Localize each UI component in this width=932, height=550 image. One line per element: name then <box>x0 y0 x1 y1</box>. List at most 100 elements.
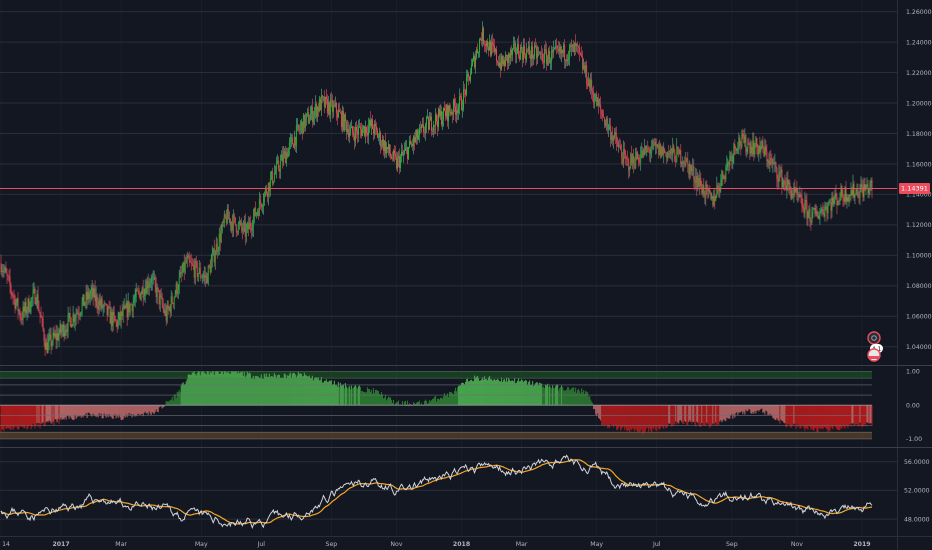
candle-body <box>12 295 14 297</box>
oscillator-bar <box>94 405 96 416</box>
candle-body <box>839 199 841 201</box>
oscillator-bar <box>77 405 79 416</box>
candle-body <box>775 162 777 168</box>
oscillator-bar <box>637 405 639 433</box>
oscillator-bar <box>91 405 93 417</box>
candle-body <box>429 120 430 130</box>
oscillator-bar <box>7 405 9 429</box>
candle-body <box>227 208 229 220</box>
oscillator-bar <box>782 405 784 422</box>
oscillator-bar <box>191 372 193 406</box>
oscillator-bar <box>851 405 853 424</box>
oscillator-bar <box>669 405 671 424</box>
oscillator-bar <box>22 405 24 428</box>
candle-body <box>809 208 811 221</box>
oscillator-pane[interactable]: 1.000.00-1.00 <box>0 369 922 444</box>
indicator-badges[interactable]: 4.1 <box>867 331 883 362</box>
oscillator-bar <box>542 387 544 406</box>
oscillator-bar <box>287 375 289 406</box>
oscillator-bar <box>362 392 364 406</box>
candle-body <box>240 221 242 228</box>
oscillator-bar <box>650 405 652 431</box>
candle-body <box>298 129 300 130</box>
oscillator-bar <box>39 405 41 429</box>
oscillator-bar <box>788 405 790 425</box>
oscillator-bar <box>281 377 283 406</box>
oscillator-bar <box>491 378 493 406</box>
candle-body <box>800 194 802 196</box>
oscillator-bar <box>826 405 828 430</box>
oscillator-bar <box>599 405 601 419</box>
oscillator-bar <box>247 373 249 406</box>
candle-body <box>375 126 377 131</box>
oscillator-bar <box>727 405 729 419</box>
candle-body <box>419 127 420 136</box>
flag-icon[interactable] <box>867 348 881 362</box>
candle-body <box>261 206 263 208</box>
gear-icon[interactable] <box>867 331 881 345</box>
candle-body <box>862 187 864 198</box>
candle-body <box>498 62 500 67</box>
candle-body <box>525 54 527 60</box>
candle-body <box>41 317 43 319</box>
candle-body <box>636 152 638 160</box>
candle-body <box>311 106 313 122</box>
candle-body <box>283 151 285 154</box>
oscillator-bar <box>417 401 420 406</box>
candle-body <box>320 95 322 111</box>
oscillator-bar <box>448 391 451 406</box>
oscillator-bar <box>631 405 633 431</box>
candle-body <box>446 105 447 117</box>
oscillator-bar <box>737 405 739 415</box>
candle-body <box>780 169 782 173</box>
oscillator-bar <box>529 380 531 406</box>
candle-body <box>271 171 273 184</box>
oscillator-bar <box>323 380 325 406</box>
oscillator-bar <box>115 405 117 419</box>
oscillator-bar <box>724 405 726 421</box>
candle-body <box>641 150 643 155</box>
candle-body <box>21 319 23 320</box>
oscillator-bar <box>580 393 582 406</box>
candle-body <box>406 147 407 149</box>
oscillator-bar <box>686 405 688 425</box>
candle-body <box>54 333 56 337</box>
time-axis[interactable]: 14 2017 Mar May Jul Sep Nov 2018 Mar May Jul Sep Nov… <box>0 536 932 549</box>
oscillator-bar <box>313 378 315 406</box>
candle-body <box>530 54 532 60</box>
oscillator-bar <box>352 387 354 406</box>
candle-body <box>210 260 212 273</box>
oscillator-bar <box>777 405 779 420</box>
oscillator-bar <box>870 405 872 424</box>
time-tick-label: Jul <box>652 541 661 548</box>
candle-body <box>822 209 824 214</box>
oscillator-bar <box>852 405 854 424</box>
candle-body <box>418 135 419 140</box>
oscillator-bar <box>206 371 208 406</box>
oscillator-bar <box>477 378 480 406</box>
candle-body <box>576 44 578 46</box>
candle-body <box>812 209 814 213</box>
candle-body <box>667 153 669 159</box>
candle-body <box>489 41 491 51</box>
oscillator-bar <box>688 405 690 423</box>
oscillator-bar <box>286 375 288 406</box>
candle-body <box>273 173 275 182</box>
candle-body <box>675 161 677 163</box>
oscillator-bar <box>496 379 498 406</box>
candle-body <box>297 124 299 130</box>
oscillator-bar <box>604 405 606 427</box>
candle-body <box>296 124 298 127</box>
oscillator-bar <box>762 405 764 413</box>
oscillator-bar <box>735 405 737 414</box>
oscillator-bar <box>180 385 182 406</box>
oscillator-bar <box>541 383 543 406</box>
candle-body <box>178 276 180 290</box>
candle-body <box>849 194 851 196</box>
oscillator-bar <box>518 378 520 406</box>
oscillator-bar <box>499 381 501 406</box>
oscillator-bar <box>693 405 695 422</box>
